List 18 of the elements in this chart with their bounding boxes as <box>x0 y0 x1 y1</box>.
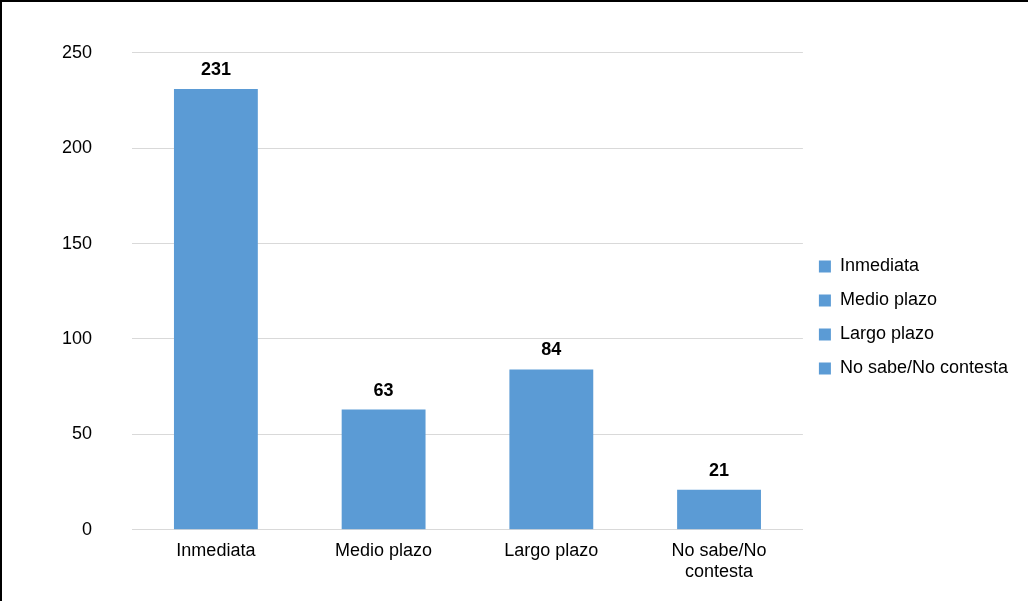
y-tick-label: 200 <box>61 137 93 158</box>
y-tick-label: 100 <box>61 327 93 348</box>
y-tick-label: 50 <box>72 423 93 444</box>
x-tick-label: Inmediata <box>176 539 257 560</box>
data-label: 84 <box>541 339 562 360</box>
legend-label: Inmediata <box>839 255 920 276</box>
y-tick-label: 0 <box>82 518 93 539</box>
legend-label: No sabe/No contesta <box>839 357 1009 378</box>
data-label: 231 <box>200 59 231 80</box>
legend-label: Largo plazo <box>839 323 934 344</box>
x-tick-label: No sabe/No contesta <box>671 539 767 582</box>
x-tick-label: Medio plazo <box>335 539 433 560</box>
data-label: 63 <box>373 379 394 400</box>
y-tick-label: 250 <box>61 41 93 62</box>
y-tick-label: 150 <box>61 232 93 253</box>
x-tick-label: Largo plazo <box>504 539 599 560</box>
legend-label: Medio plazo <box>839 289 937 310</box>
data-label: 21 <box>709 459 730 480</box>
